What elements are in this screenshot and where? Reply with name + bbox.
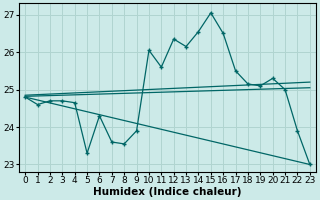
X-axis label: Humidex (Indice chaleur): Humidex (Indice chaleur)	[93, 187, 242, 197]
